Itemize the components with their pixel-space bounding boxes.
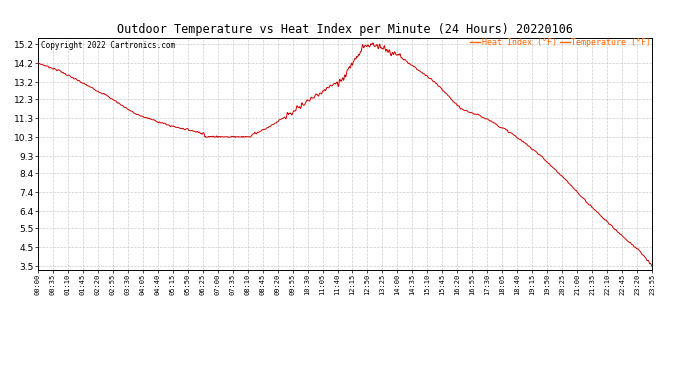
Title: Outdoor Temperature vs Heat Index per Minute (24 Hours) 20220106: Outdoor Temperature vs Heat Index per Mi… [117,23,573,36]
Text: Copyright 2022 Cartronics.com: Copyright 2022 Cartronics.com [41,41,175,50]
Legend: Heat Index (°F), Temperature (°F): Heat Index (°F), Temperature (°F) [471,38,651,47]
